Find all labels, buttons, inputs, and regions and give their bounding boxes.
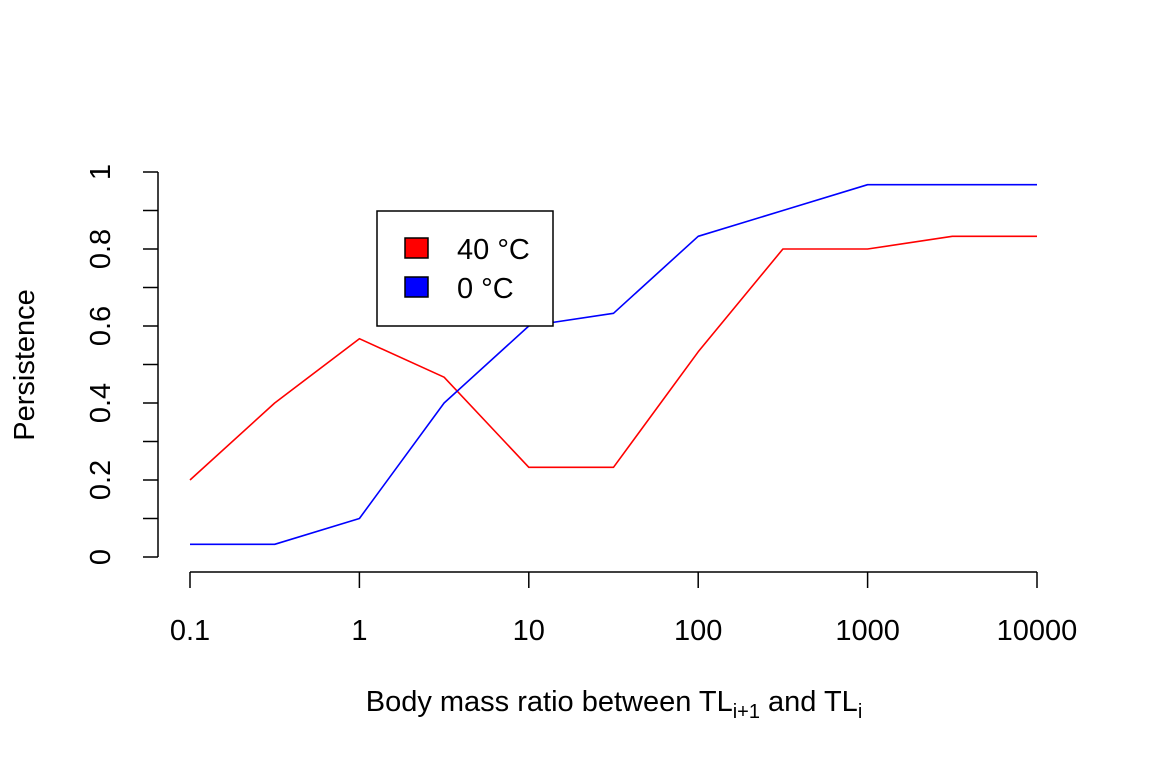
series-line-1 xyxy=(190,183,1037,546)
x-axis-title-sub2: i xyxy=(858,701,862,723)
x-axis-title-prefix: Body mass ratio between TL xyxy=(366,686,733,718)
x-tick-label: 10 xyxy=(513,615,545,647)
series-line-0 xyxy=(189,235,1037,481)
legend-swatch-40c xyxy=(404,237,429,259)
y-tick-label: 0.6 xyxy=(85,306,117,346)
legend-swatch-0c xyxy=(404,276,429,298)
y-tick-label: 0.4 xyxy=(85,383,117,423)
y-axis-title: Persistence xyxy=(9,289,41,441)
x-axis-title-middle: and TL xyxy=(760,686,858,718)
y-tick-label: 0.2 xyxy=(85,460,117,500)
legend: 40 °C 0 °C xyxy=(376,210,554,327)
legend-label-40c: 40 °C xyxy=(457,234,530,266)
x-tick-label: 1000 xyxy=(835,615,900,647)
x-tick-label: 10000 xyxy=(997,615,1078,647)
legend-box xyxy=(376,210,554,327)
x-tick-label: 100 xyxy=(674,615,722,647)
x-axis: 0.1 1 10 100 1000 10000 xyxy=(170,571,1078,647)
x-tick-label: 1 xyxy=(351,615,367,647)
series-layer xyxy=(189,183,1037,546)
legend-label-0c: 0 °C xyxy=(457,273,514,305)
x-axis-title: Body mass ratio between TLi+1 and TLi xyxy=(366,686,863,723)
y-axis: 0 0.2 0.4 0.6 0.8 1 xyxy=(85,164,159,565)
x-tick-label: 0.1 xyxy=(170,615,210,647)
y-tick-label: 0 xyxy=(85,549,117,565)
y-tick-label: 0.8 xyxy=(85,229,117,269)
y-tick-label: 1 xyxy=(85,164,117,180)
x-axis-title-sub1: i+1 xyxy=(733,701,760,723)
